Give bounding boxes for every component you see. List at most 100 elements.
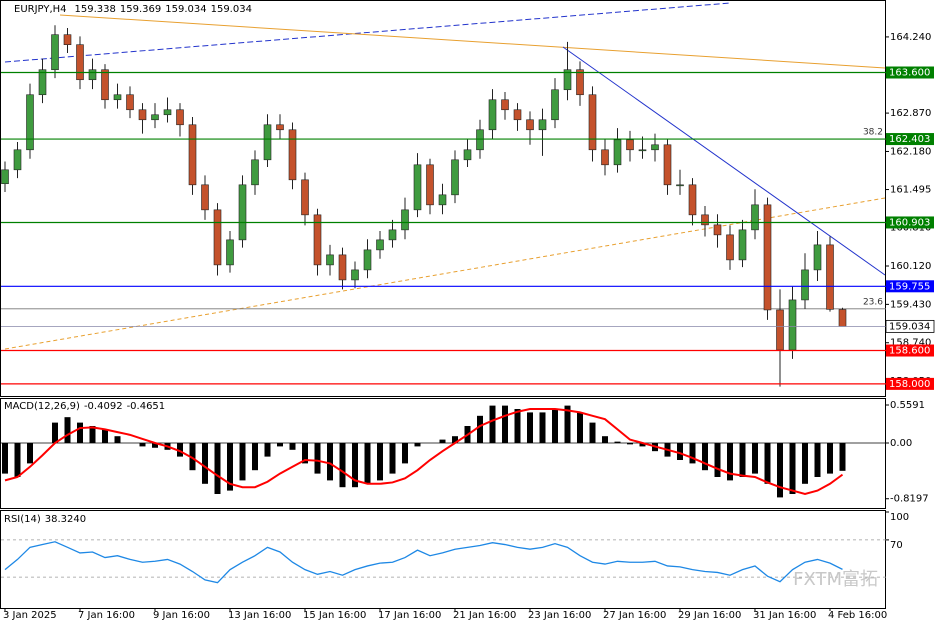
candle-body: [476, 129, 484, 151]
candle-body: [801, 269, 809, 301]
header-open: 159.338: [75, 4, 116, 15]
header-high: 159.369: [120, 4, 161, 15]
macd-bar: [752, 443, 758, 474]
macd-bar: [477, 415, 483, 444]
candle-body: [401, 209, 409, 231]
macd-bar: [539, 412, 546, 444]
candle-body: [251, 159, 259, 186]
candle-body: [26, 94, 34, 151]
candle-body: [488, 99, 497, 131]
macd-signal-line: [4, 408, 844, 496]
y-tick-label: 164.240: [890, 32, 931, 43]
rsi-panel-frame: [0, 510, 886, 609]
macd-bar: [27, 443, 33, 464]
candle-body: [88, 69, 97, 81]
candle-body: [426, 164, 434, 206]
macd-bar: [827, 443, 833, 474]
macd-bar: [327, 443, 333, 481]
watermark: FXTM富拓: [793, 569, 878, 590]
macd-bar: [589, 422, 596, 444]
candle-body: [438, 194, 447, 206]
macd-bar: [64, 417, 71, 444]
candle-body: [13, 149, 22, 171]
candle-body: [813, 244, 822, 271]
rsi-header: RSI(14) 38.3240: [4, 514, 86, 525]
candle-body: [376, 239, 384, 251]
level-label: 160.903: [889, 217, 930, 228]
x-tick-label: 3 Jan 2025: [3, 610, 57, 621]
trend-line: [562, 46, 886, 276]
macd-bar: [702, 443, 708, 471]
candle-body: [238, 184, 247, 241]
macd-bar: [389, 443, 396, 474]
candle-body: [688, 184, 697, 216]
candle-body: [588, 94, 597, 151]
level-label-box: [886, 133, 934, 146]
front-layer: 163.600 162.403 160.903 159.755 158.600 158.0…: [1, 66, 935, 496]
level-label: 163.600: [889, 68, 930, 79]
macd-bar: [214, 443, 221, 494]
candle-body: [338, 254, 347, 281]
y-tick-label: 162.870: [890, 108, 931, 119]
level-label-box: [886, 216, 934, 229]
symbol: EURJPY,H4: [14, 4, 67, 15]
x-tick-label: 21 Jan 16:00: [453, 610, 516, 621]
macd-bar: [514, 409, 521, 444]
candle-body: [838, 309, 847, 327]
candle-body: [163, 109, 172, 116]
candle-body: [601, 149, 609, 166]
candle-body: [226, 239, 234, 266]
macd-bar: [277, 443, 283, 447]
y-tick-label: 160.120: [890, 261, 931, 272]
macd-bar: [139, 443, 146, 447]
candle-body: [776, 309, 784, 351]
macd-bar: [189, 443, 196, 471]
macd-bar: [639, 443, 646, 447]
header-low: 159.034: [165, 4, 206, 15]
x-tick-label: 23 Jan 16:00: [528, 610, 591, 621]
candle-body: [301, 179, 309, 216]
trend-line: [59, 14, 886, 69]
candle-body: [538, 119, 547, 131]
candle-body: [613, 139, 622, 166]
candle-body: [1, 169, 9, 185]
macd-bar: [677, 443, 683, 461]
candle-body: [113, 94, 122, 101]
macd-bar: [227, 443, 233, 491]
y-tick-label: 159.430: [890, 299, 931, 310]
trend-line: [4, 2, 731, 63]
y-tick-label: 161.495: [890, 185, 931, 196]
macd-bar: [2, 443, 8, 474]
candle-body: [351, 269, 359, 281]
macd-y-tick-label: 0.00: [890, 438, 912, 449]
candle-body: [751, 204, 759, 231]
macd-bar: [777, 443, 783, 498]
macd-bar: [77, 422, 83, 444]
main-layer: [1, 25, 847, 584]
macd-bar: [102, 429, 108, 444]
candle-body: [276, 124, 284, 131]
rsi-label: RSI(14): [4, 514, 41, 525]
candle-body: [738, 229, 747, 261]
x-tick-label: 7 Jan 16:00: [78, 610, 135, 621]
macd-bar: [627, 443, 633, 445]
candle-body: [526, 119, 534, 131]
macd-bar: [339, 443, 346, 488]
x-tick-label: 31 Jan 16:00: [753, 610, 816, 621]
macd-bar: [689, 443, 696, 464]
candle-body: [726, 234, 734, 261]
macd-bar: [714, 443, 721, 477]
candle-body: [676, 184, 684, 187]
macd-bar: [814, 443, 821, 477]
candle-body: [413, 164, 422, 211]
level-label-box: [886, 377, 934, 390]
candle-body: [126, 94, 134, 111]
macd-bar: [727, 443, 733, 481]
candle-body: [551, 89, 559, 121]
fib-label: 38.2: [863, 128, 883, 138]
candle-body: [138, 109, 147, 121]
candle-body: [176, 109, 184, 126]
macd-bar: [364, 443, 371, 484]
level-label: 162.403: [889, 134, 930, 145]
